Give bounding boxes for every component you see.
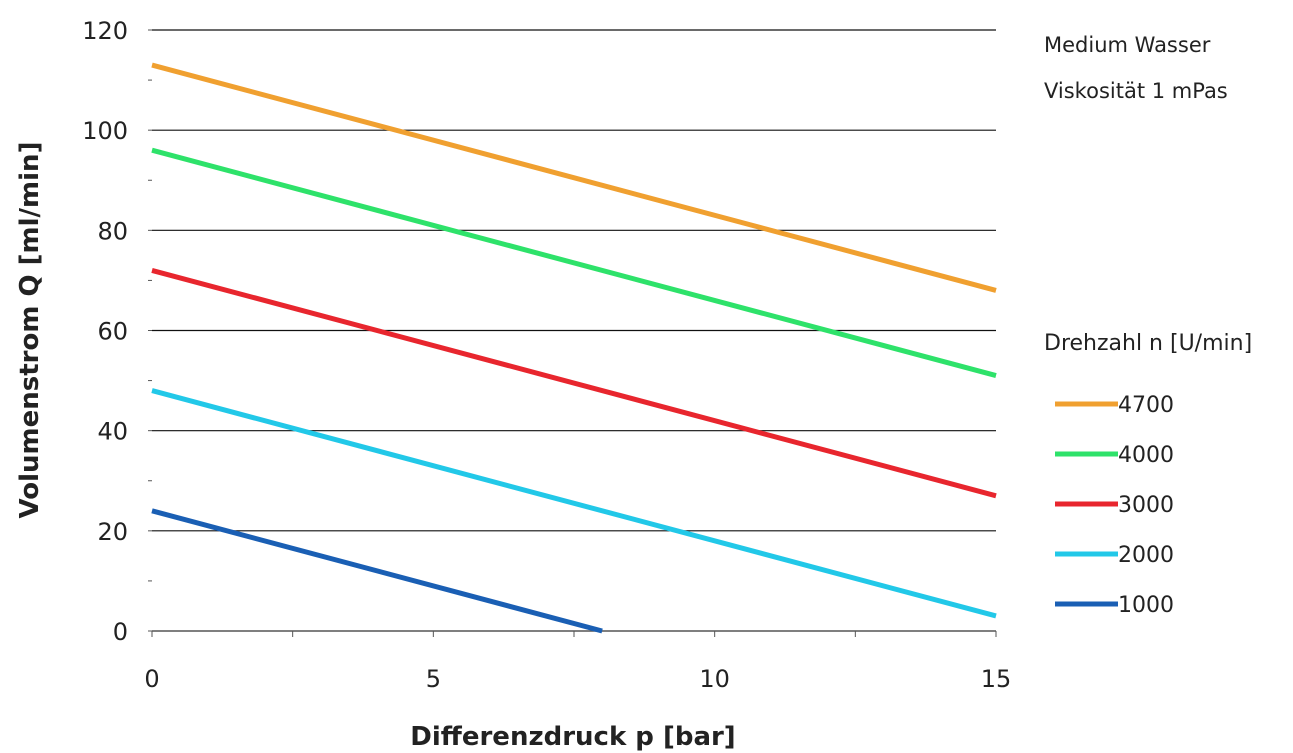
y-tick-label: 40 — [97, 418, 128, 446]
y-tick-labels: 0 20 40 60 80 100 120 — [82, 17, 128, 646]
y-tick-label: 120 — [82, 17, 128, 45]
grid-lines — [152, 29, 996, 532]
annotation-viscosity: Viskosität 1 mPas — [1044, 79, 1228, 103]
annotation-medium: Medium Wasser — [1044, 33, 1211, 57]
x-tick-label: 15 — [981, 665, 1012, 693]
series-line-1000 — [151, 508, 603, 634]
legend-item-4000: 4000 — [1055, 443, 1174, 468]
y-tick-label: 0 — [113, 618, 128, 646]
x-tick-labels: 0 5 10 15 — [144, 665, 1011, 693]
legend-item-1000: 1000 — [1055, 593, 1174, 618]
y-axis-title: Volumenstrom Q [ml/min] — [15, 142, 45, 519]
minor-ticks — [148, 29, 997, 637]
series-line-2000 — [151, 388, 997, 619]
series-line-4000 — [151, 147, 997, 378]
legend-label: 3000 — [1118, 493, 1174, 518]
series-line-3000 — [151, 267, 997, 499]
legend-label: 4000 — [1118, 443, 1174, 468]
y-tick-label: 100 — [82, 117, 128, 145]
legend-item-4700: 4700 — [1055, 393, 1174, 418]
legend: Drehzahl n [U/min] 4700 4000 3000 2000 1000 — [1044, 331, 1252, 618]
y-tick-label: 80 — [97, 217, 128, 245]
legend-label: 2000 — [1118, 543, 1174, 568]
y-tick-label: 60 — [97, 318, 128, 346]
legend-item-2000: 2000 — [1055, 543, 1174, 568]
legend-label: 4700 — [1118, 393, 1174, 418]
legend-items: 4700 4000 3000 2000 1000 — [1055, 393, 1174, 618]
x-tick-label: 0 — [144, 665, 159, 693]
legend-item-3000: 3000 — [1055, 493, 1174, 518]
series-line-4700 — [151, 62, 997, 293]
y-tick-label: 20 — [97, 518, 128, 546]
legend-label: 1000 — [1118, 593, 1174, 618]
x-tick-label: 10 — [699, 665, 730, 693]
legend-title: Drehzahl n [U/min] — [1044, 331, 1252, 356]
x-tick-label: 5 — [426, 665, 441, 693]
x-axis-title: Differenzdruck p [bar] — [410, 722, 735, 752]
series-lines — [151, 62, 997, 634]
